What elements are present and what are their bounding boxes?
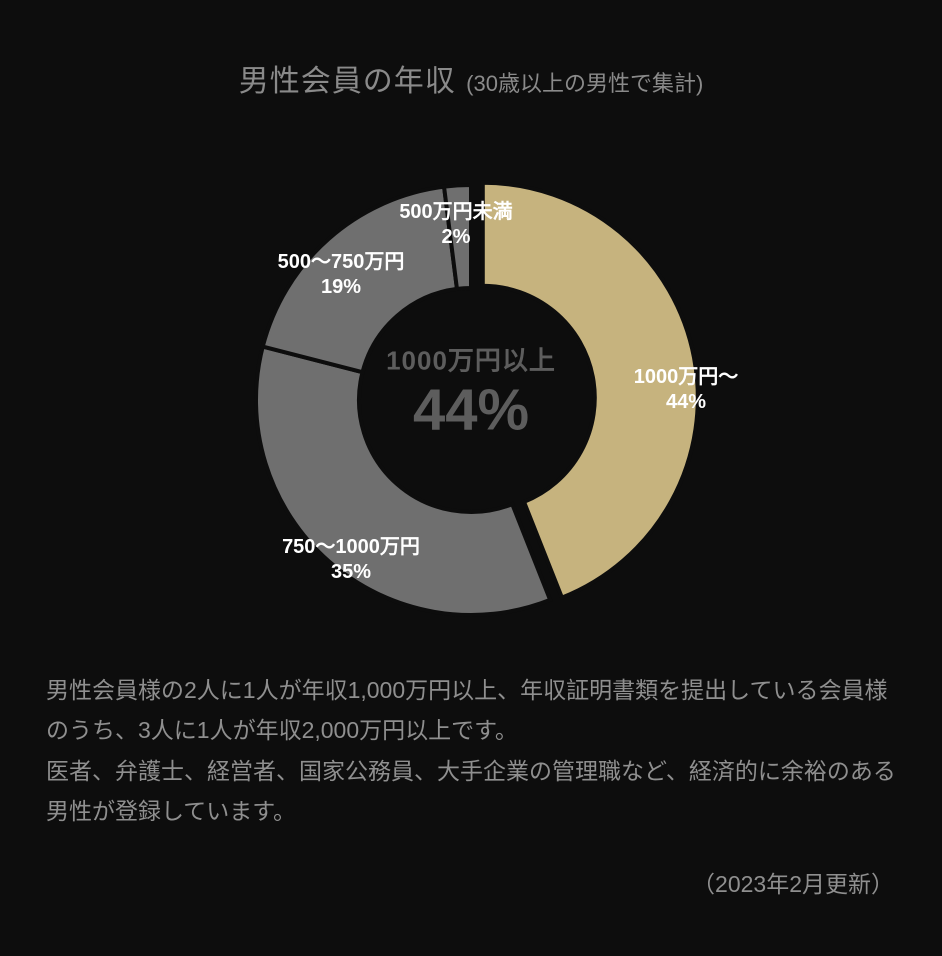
- updated-text: （2023年2月更新）: [40, 831, 902, 899]
- donut-chart: 1000万円以上 44% 1000万円〜44%750〜1000万円35%500〜…: [191, 130, 751, 650]
- chart-title-row: 男性会員の年収 (30歳以上の男性で集計): [40, 0, 902, 110]
- slice-label-0: 1000万円〜44%: [634, 365, 739, 415]
- slice-label-2: 500〜750万円19%: [278, 250, 405, 300]
- slice-label-3: 500万円未満2%: [399, 200, 512, 250]
- description-line-1: 男性会員様の2人に1人が年収1,000万円以上、年収証明書類を提出している会員様…: [46, 677, 887, 743]
- description-line-2: 医者、弁護士、経営者、国家公務員、大手企業の管理職など、経済的に余裕のある男性が…: [46, 758, 896, 824]
- donut-center-big: 44%: [386, 382, 556, 440]
- slice-label-pct-0: 44%: [634, 390, 739, 415]
- description-block: 男性会員様の2人に1人が年収1,000万円以上、年収証明書類を提出している会員様…: [40, 670, 902, 831]
- chart-title-sub: (30歳以上の男性で集計): [466, 71, 703, 96]
- donut-center-top: 1000万円以上: [386, 341, 556, 378]
- slice-label-text-1: 750〜1000万円: [282, 535, 420, 560]
- chart-title-main: 男性会員の年収: [239, 65, 456, 98]
- slice-label-text-2: 500〜750万円: [278, 250, 405, 275]
- donut-center-label: 1000万円以上 44%: [386, 341, 556, 440]
- slice-label-pct-2: 19%: [278, 275, 405, 300]
- slice-label-1: 750〜1000万円35%: [282, 535, 420, 585]
- chart-wrap: 1000万円以上 44% 1000万円〜44%750〜1000万円35%500〜…: [40, 130, 902, 650]
- slice-label-text-3: 500万円未満: [399, 200, 512, 225]
- page-container: 男性会員の年収 (30歳以上の男性で集計) 1000万円以上 44% 1000万…: [0, 0, 942, 956]
- slice-label-pct-3: 2%: [399, 225, 512, 250]
- slice-label-text-0: 1000万円〜: [634, 365, 739, 390]
- slice-label-pct-1: 35%: [282, 560, 420, 585]
